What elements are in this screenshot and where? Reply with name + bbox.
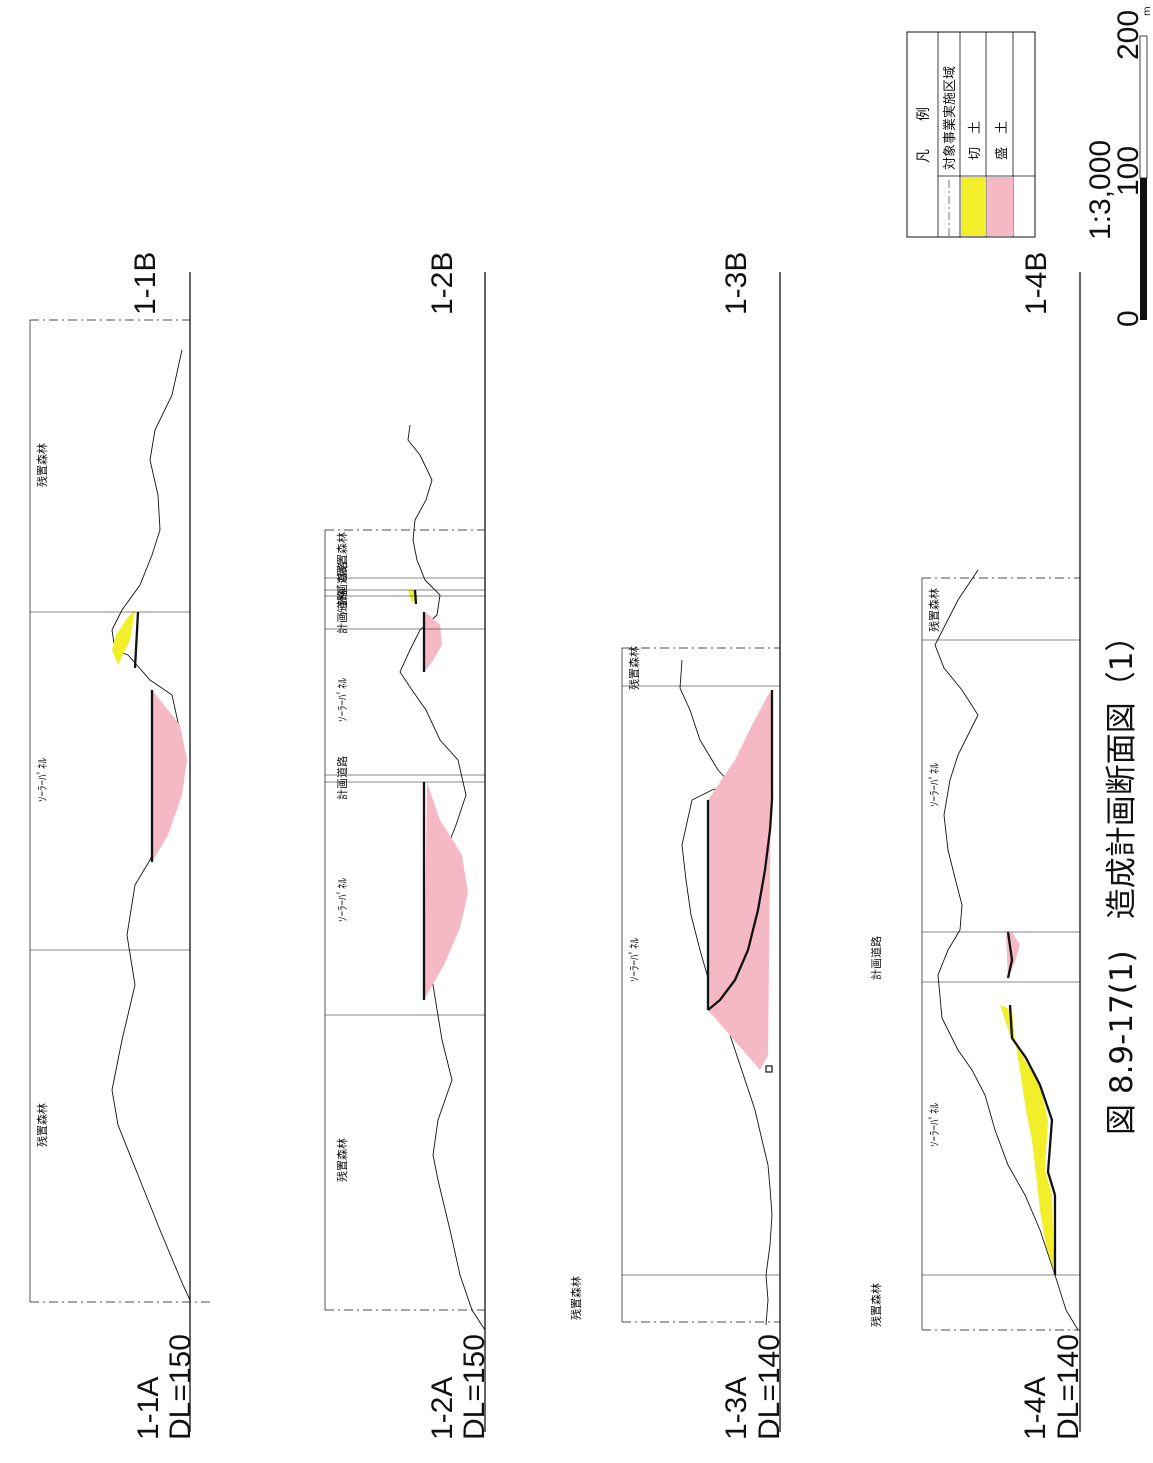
figure-caption: 図 8.9-17(1) 造成計画断面図（1）: [1104, 621, 1140, 1135]
legend: 凡 例 対象事業実施区域 切 土 盛 土: [906, 31, 1036, 238]
section-1-3: 残置森林 ｿｰﾗｰﾊﾟﾈﾙ 残置森林 1-3A DL=140 1-3B: [569, 252, 786, 1440]
marker: [765, 1065, 773, 1073]
datum-label: DL=150: [458, 1334, 491, 1440]
section-1-2: 残置森林 ｿｰﾗｰﾊﾟﾈﾙ 計画道路 ｿｰﾗｰﾊﾟﾈﾙ 計画道路 ｿｰﾗｰﾊﾟﾈ…: [324, 252, 491, 1440]
legend-frame: [906, 31, 1036, 238]
zone-label: ｿｰﾗｰﾊﾟﾈﾙ: [628, 938, 641, 982]
cut-area: [112, 610, 135, 665]
zone-label: 残置森林: [335, 1138, 349, 1182]
zone-label: ｿｰﾗｰﾊﾟﾈﾙ: [928, 1103, 941, 1147]
design-grade: [413, 589, 418, 605]
legend-item-label: 盛 土: [995, 121, 1010, 160]
section-end-label: 1-2B: [426, 252, 459, 315]
zone-label: 残置森林: [927, 588, 941, 632]
fill-area: [424, 612, 442, 672]
legend-item-label: 対象事業実施区域: [942, 66, 958, 170]
design-grade: [1008, 1004, 1057, 1196]
zone-label: ｿｰﾗｰﾊﾟﾈﾙ: [36, 758, 49, 802]
zone-label: 残置森林: [35, 1103, 49, 1147]
scale-tick-200: 200: [1112, 10, 1145, 60]
legend-fill-swatch: [987, 177, 1013, 236]
zone-label: 計画道路: [335, 756, 349, 800]
scale-bar: 1:3,000 0 100 200 m: [1084, 6, 1153, 327]
zone-label: 計画道路: [335, 590, 349, 634]
zone-label: 残置森林: [569, 1276, 583, 1320]
legend-cut-swatch: [961, 177, 986, 236]
datum-label: DL=150: [164, 1334, 197, 1440]
section-start-label: 1-1A: [132, 1377, 165, 1440]
datum-label: DL=140: [753, 1334, 786, 1440]
scale-tick-0: 0: [1112, 310, 1145, 327]
section-end-label: 1-4B: [1020, 252, 1053, 315]
legend-item-label: 切 土: [968, 121, 983, 160]
ground-profile: [399, 424, 486, 1331]
section-end-label: 1-1B: [129, 252, 162, 315]
zone-label: ｿｰﾗｰﾊﾟﾈﾙ: [336, 678, 349, 722]
design-grade: [133, 611, 140, 669]
scale-bar-white: [1139, 35, 1148, 179]
zone-label: 計画道路: [335, 562, 349, 606]
section-1-4: 残置森林 ｿｰﾗｰﾊﾟﾈﾙ 計画道路 ｿｰﾗｰﾊﾟﾈﾙ 残置森林 1-4A DL…: [869, 252, 1085, 1440]
fill-area: [152, 690, 187, 862]
datum-label: DL=140: [1052, 1334, 1085, 1440]
zone-label: 残置森林: [35, 443, 49, 487]
zone-label: 残置森林: [335, 532, 349, 576]
scale-tick-100: 100: [1112, 146, 1145, 196]
zone-label: ｿｰﾗｰﾊﾟﾈﾙ: [928, 763, 941, 807]
section-start-label: 1-3A: [720, 1377, 753, 1440]
scale-bar-black: [1140, 178, 1147, 320]
zone-label: ｿｰﾗｰﾊﾟﾈﾙ: [336, 572, 349, 616]
scale-ratio: 1:3,000: [1084, 140, 1117, 240]
section-end-label: 1-3B: [720, 252, 753, 315]
ground-profile: [934, 569, 1079, 1331]
zone-label: 残置森林: [627, 646, 641, 690]
ground-profile: [111, 349, 191, 1301]
section-start-label: 1-2A: [426, 1377, 459, 1440]
design-grade: [1006, 931, 1014, 979]
section-start-label: 1-4A: [1019, 1377, 1052, 1440]
section-1-1: 残置森林 ｿｰﾗｰﾊﾟﾈﾙ 残置森林 1-1A DL=150 1-1B: [29, 252, 212, 1440]
design-grade: [707, 690, 774, 1011]
scale-unit: m: [1142, 6, 1153, 16]
cut-area: [1000, 1005, 1055, 1275]
legend-title: 凡 例: [916, 107, 932, 163]
zone-label: 残置森林: [869, 1283, 883, 1327]
fill-area: [424, 782, 468, 1000]
fill-area: [708, 690, 772, 1070]
zone-label: ｿｰﾗｰﾊﾟﾈﾙ: [336, 878, 349, 922]
zone-label: 計画道路: [869, 936, 883, 980]
